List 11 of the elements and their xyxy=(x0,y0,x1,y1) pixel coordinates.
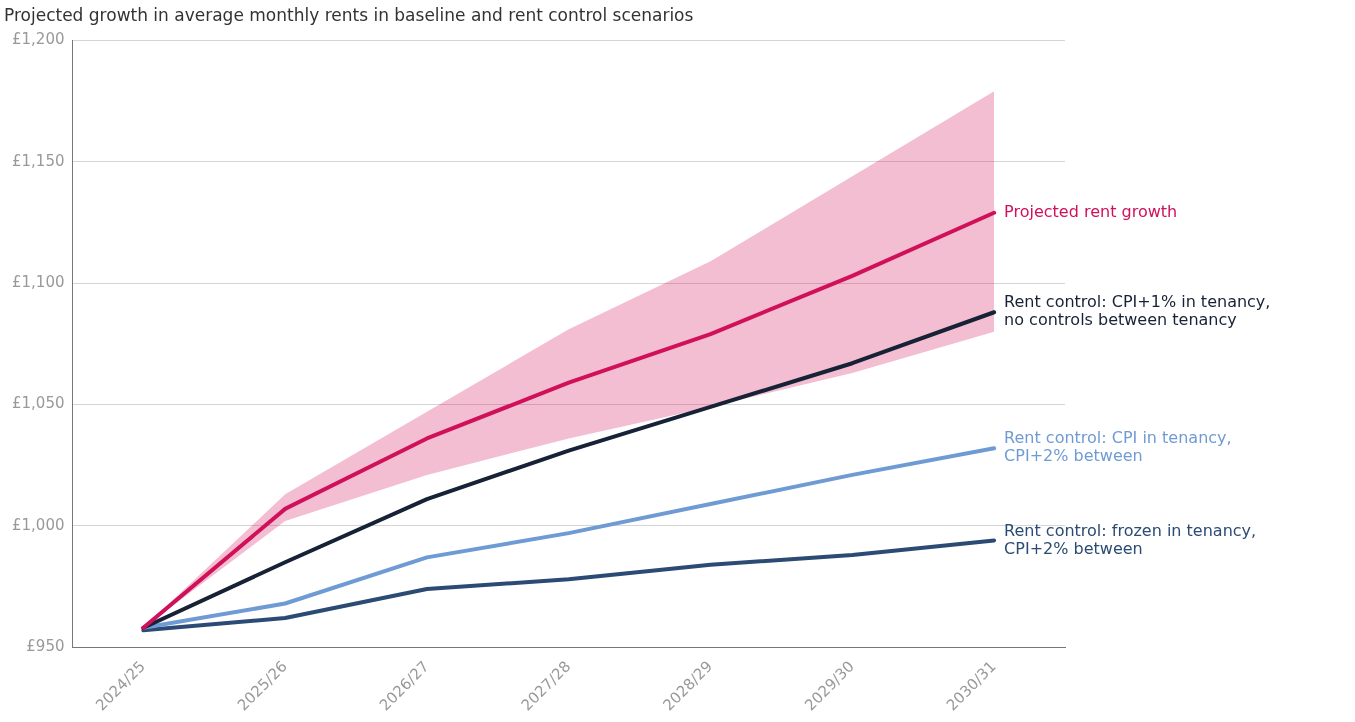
series-label: Projected rent growth xyxy=(1004,201,1178,221)
y-tick-label: £1,050 xyxy=(11,394,65,413)
y-tick-label: £1,200 xyxy=(11,30,65,49)
series-label: Rent control: CPI+1% in tenancy, no controls between tenancy xyxy=(1004,292,1271,330)
series-label: Rent control: frozen in tenancy, CPI+2% between xyxy=(1004,520,1257,558)
y-tick-label: £1,150 xyxy=(11,151,65,170)
y-tick-label: £1,000 xyxy=(11,515,65,534)
y-tick-label: £1,100 xyxy=(11,273,65,292)
y-tick-label: £950 xyxy=(26,637,65,656)
series-label: Rent control: CPI in tenancy, CPI+2% between xyxy=(1004,428,1232,466)
chart-title: Projected growth in average monthly rents in baseline and rent control scenarios xyxy=(4,4,694,25)
